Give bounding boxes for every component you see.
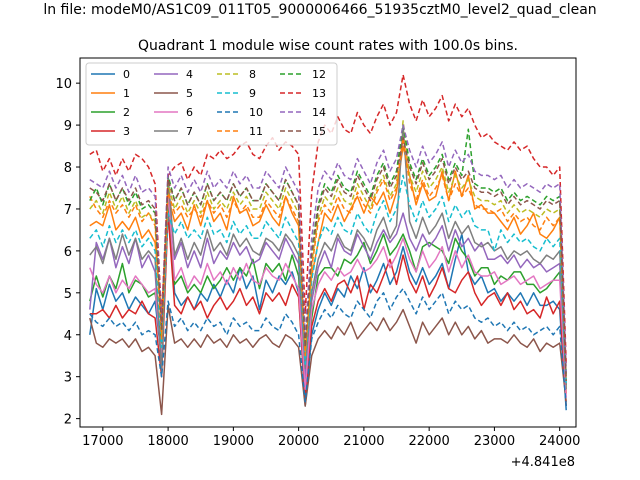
- legend-entry-2: 2: [91, 106, 130, 119]
- legend-entry-11: 11: [217, 125, 263, 138]
- legend-label: 10: [249, 106, 263, 119]
- series-line-8: [89, 120, 567, 381]
- legend-label: 8: [249, 68, 256, 81]
- legend-label: 14: [312, 106, 326, 119]
- x-tick-label: 17000: [82, 434, 123, 449]
- x-tick-label: 21000: [343, 434, 384, 449]
- series-line-6: [89, 191, 567, 398]
- legend-entry-0: 0: [91, 68, 130, 81]
- legend-entry-7: 7: [154, 125, 193, 138]
- legend-label: 11: [249, 125, 263, 138]
- legend-label: 9: [249, 87, 256, 100]
- y-axis: 2 3 4 5 6 7 8 9 10: [55, 77, 80, 428]
- x-tick-label: 18000: [147, 434, 188, 449]
- legend-label: 7: [186, 125, 193, 138]
- legend-label: 12: [312, 68, 326, 81]
- series-layer: [89, 74, 567, 416]
- x-axis: 17000 18000 19000 20000 21000 22000 23000 24000: [82, 427, 580, 449]
- plot-frame: [79, 57, 577, 428]
- series-line-11: [89, 136, 567, 381]
- legend-label: 13: [312, 87, 326, 100]
- x-offset-label: +4.841e8: [511, 455, 575, 470]
- legend-label: 1: [123, 87, 130, 100]
- legend-label: 3: [123, 125, 130, 138]
- chart-title: Quadrant 1 module wise count rates with …: [138, 38, 518, 54]
- legend-entry-1: 1: [91, 87, 130, 100]
- legend-entry-14: 14: [280, 106, 326, 119]
- y-tick-label: 6: [64, 245, 72, 260]
- y-tick-label: 3: [64, 371, 72, 386]
- legend-label: 0: [123, 68, 130, 81]
- legend-entry-6: 6: [154, 106, 193, 119]
- series-line-14: [89, 124, 567, 373]
- legend-label: 6: [186, 106, 193, 119]
- series-line-5: [89, 304, 567, 416]
- legend-entry-12: 12: [280, 68, 326, 81]
- legend-entry-5: 5: [154, 87, 193, 100]
- legend-entry-3: 3: [91, 125, 130, 138]
- y-tick-label: 8: [64, 161, 72, 176]
- legend-entry-8: 8: [217, 68, 256, 81]
- chart-suptitle: ln file: modeM0/AS1C09_011T05_9000006466…: [43, 2, 596, 18]
- legend-entry-4: 4: [154, 68, 193, 81]
- legend-label: 4: [186, 68, 193, 81]
- y-tick-label: 2: [64, 413, 72, 428]
- legend-label: 2: [123, 106, 130, 119]
- legend-entry-10: 10: [217, 106, 263, 119]
- series-line-10: [89, 287, 567, 407]
- legend-entry-9: 9: [217, 87, 256, 100]
- y-tick-label: 7: [64, 203, 72, 218]
- x-tick-label: 22000: [408, 434, 449, 449]
- x-tick-label: 23000: [474, 434, 515, 449]
- legend-entry-15: 15: [280, 125, 326, 138]
- y-tick-label: 5: [64, 287, 72, 302]
- x-tick-label: 20000: [278, 434, 319, 449]
- series-line-3: [89, 212, 567, 407]
- series-line-12: [89, 124, 567, 377]
- y-tick-label: 10: [55, 77, 72, 92]
- legend-label: 15: [312, 125, 326, 138]
- x-tick-label: 24000: [539, 434, 580, 449]
- series-line-15: [89, 136, 567, 381]
- legend-frame: [85, 62, 338, 146]
- series-line-7: [89, 124, 567, 386]
- y-tick-label: 9: [64, 119, 72, 134]
- x-tick-label: 19000: [213, 434, 254, 449]
- series-line-9: [89, 174, 567, 386]
- legend-entry-13: 13: [280, 87, 326, 100]
- y-tick-label: 4: [64, 329, 72, 344]
- legend-label: 5: [186, 87, 193, 100]
